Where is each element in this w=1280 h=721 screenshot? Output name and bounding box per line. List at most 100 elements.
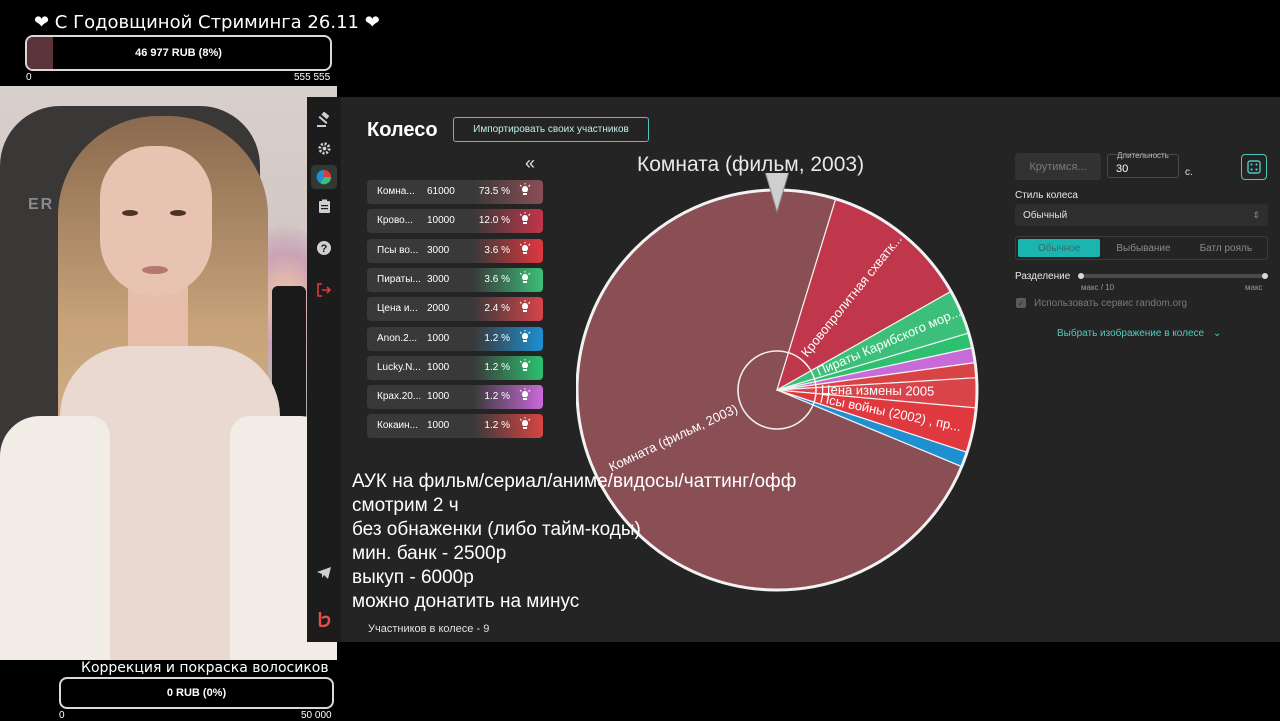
- duration-input[interactable]: [1107, 154, 1179, 178]
- participant-row[interactable]: Псы во... 3000 3.6 %: [367, 238, 543, 263]
- lightbulb-icon[interactable]: [519, 183, 531, 200]
- pie-chart-icon[interactable]: [311, 165, 337, 189]
- participant-name: Комна...: [377, 186, 415, 197]
- telegram-icon[interactable]: [311, 561, 337, 585]
- stream-rules-line: выкуп - 6000р: [352, 567, 474, 588]
- participant-amount: 1000: [427, 391, 450, 403]
- wheel-style-select[interactable]: Обычный ⇕: [1015, 204, 1268, 226]
- participant-amount: 3000: [427, 273, 450, 285]
- top-goal-bar: 46 977 RUB (8%): [25, 35, 332, 71]
- webcam-feed: ER: [0, 86, 337, 660]
- participant-row-bg: [367, 267, 543, 292]
- lightbulb-icon[interactable]: [519, 300, 531, 317]
- stream-rules-line: можно донатить на минус: [352, 591, 580, 612]
- wheel-mode-option[interactable]: Батл рояль: [1199, 242, 1253, 254]
- wheel-mode-toggle: Обычное Выбывание Батл рояль: [1015, 236, 1268, 260]
- wheel-slice-label: Цена измены 2005: [821, 382, 935, 399]
- chevron-updown-icon: ⇕: [1252, 209, 1260, 220]
- bottom-goal-min: 0: [59, 710, 65, 721]
- wheel-winner-title: Комната (фильм, 2003): [637, 153, 865, 176]
- separation-label: Разделение: [1015, 271, 1071, 282]
- brand-logo-icon[interactable]: [311, 607, 337, 631]
- lightbulb-icon[interactable]: [519, 329, 531, 347]
- sidebar: ?: [307, 97, 341, 642]
- participant-row-bg: [367, 326, 543, 351]
- participant-name: Lucky.N...: [377, 361, 421, 373]
- random-org-label: Использовать сервис random.org: [1034, 298, 1188, 309]
- svg-text:?: ?: [321, 243, 328, 255]
- separation-slider[interactable]: [1078, 273, 1268, 279]
- chair-logo: ER: [28, 196, 55, 213]
- participant-name: Кокаин...: [377, 420, 418, 432]
- participant-amount: 61000: [427, 186, 455, 197]
- separation-slider-min-thumb[interactable]: [1078, 273, 1084, 279]
- participant-amount: 2000: [427, 303, 450, 315]
- bottom-goal-bar: 0 RUB (0%): [59, 677, 334, 709]
- gavel-icon[interactable]: [311, 108, 337, 132]
- participant-amount: 1000: [427, 420, 450, 432]
- wheel-center-hub: [737, 350, 817, 430]
- top-goal-title: ❤ С Годовщиной Стриминга 26.11 ❤: [34, 12, 380, 33]
- participants-count: Участников в колесе - 9: [368, 623, 490, 635]
- participant-amount: 1000: [427, 332, 450, 344]
- stream-rules-line: мин. банк - 2500р: [352, 543, 507, 564]
- wheel-chart[interactable]: Комната (фильм, 2003)Кровопролитная схва…: [576, 173, 986, 593]
- participant-name: Крах.20...: [377, 391, 422, 403]
- logout-icon[interactable]: [311, 278, 337, 302]
- spin-button[interactable]: Крутимся...: [1015, 153, 1101, 180]
- participant-percent: 1.2 %: [484, 420, 510, 432]
- participant-row-bg: [367, 355, 543, 380]
- participant-row-bg: [367, 209, 543, 234]
- participant-row[interactable]: Комна... 61000 73.5 %: [367, 180, 543, 204]
- participant-amount: 3000: [427, 244, 450, 256]
- wheel-style-label: Стиль колеса: [1015, 190, 1078, 201]
- collapse-panel-icon[interactable]: «: [525, 153, 536, 173]
- random-org-checkbox[interactable]: ✓: [1016, 298, 1026, 308]
- participant-row[interactable]: Lucky.N... 1000 1.2 %: [367, 355, 543, 380]
- participant-name: Пираты...: [377, 273, 421, 285]
- participant-percent: 2.4 %: [484, 303, 510, 315]
- lightbulb-icon[interactable]: [519, 270, 531, 288]
- choose-wheel-image-label: Выбрать изображение в колесе: [1057, 328, 1205, 339]
- participant-row[interactable]: Anon.2... 1000 1.2 %: [367, 326, 543, 351]
- wheel-app-window: ? Колесо Импортировать своих участников …: [307, 97, 1280, 642]
- participant-amount: 10000: [427, 215, 455, 227]
- cardigan-left: [0, 416, 110, 660]
- participant-row-bg: [367, 180, 543, 204]
- lightbulb-icon[interactable]: [519, 241, 531, 259]
- dice-icon[interactable]: [1241, 154, 1267, 180]
- stream-rules-line: смотрим 2 ч: [352, 495, 459, 516]
- participant-percent: 1.2 %: [484, 361, 510, 373]
- participant-row[interactable]: Крах.20... 1000 1.2 %: [367, 385, 543, 410]
- participant-row-bg: [367, 297, 543, 322]
- import-participants-button[interactable]: Импортировать своих участников: [453, 117, 649, 142]
- bottom-goal-progress-text: 0 RUB (0%): [166, 687, 227, 699]
- participant-row-bg: [367, 238, 543, 263]
- participant-amount: 1000: [427, 361, 450, 373]
- wheel-style-value: Обычный: [1023, 209, 1068, 221]
- help-icon[interactable]: ?: [311, 236, 337, 260]
- choose-wheel-image-link[interactable]: Выбрать изображение в колесе ⌄: [1057, 328, 1221, 339]
- lightbulb-icon[interactable]: [519, 388, 531, 405]
- lightbulb-icon[interactable]: [519, 358, 531, 376]
- separation-slider-max-thumb[interactable]: [1262, 273, 1268, 279]
- participant-name: Крово...: [377, 215, 414, 227]
- participant-name: Anon.2...: [377, 332, 418, 344]
- left-eye: [122, 210, 138, 216]
- participant-row[interactable]: Крово... 10000 12.0 %: [367, 209, 543, 234]
- stream-rules-text: АУК на фильм/сериал/аниме/видосы/чаттинг…: [352, 470, 796, 614]
- lightbulb-icon[interactable]: [519, 417, 531, 434]
- participant-row[interactable]: Цена и... 2000 2.4 %: [367, 297, 543, 322]
- stream-rules-line: АУК на фильм/сериал/аниме/видосы/чаттинг…: [352, 471, 797, 492]
- stream-rules-line: без обнаженки (либо тайм-коды): [352, 519, 641, 540]
- gear-icon[interactable]: [311, 136, 337, 160]
- clipboard-icon[interactable]: [311, 194, 337, 218]
- wheel-mode-option[interactable]: Обычное: [1018, 239, 1101, 257]
- wheel-mode-option[interactable]: Выбывание: [1116, 242, 1171, 254]
- participant-row-bg: [367, 414, 543, 439]
- top-goal-max: 555 555: [294, 72, 331, 83]
- participant-row[interactable]: Пираты... 3000 3.6 %: [367, 267, 543, 292]
- participant-row[interactable]: Кокаин... 1000 1.2 %: [367, 414, 543, 439]
- lightbulb-icon[interactable]: [519, 212, 531, 229]
- separation-min-label: макс / 10: [1081, 283, 1115, 292]
